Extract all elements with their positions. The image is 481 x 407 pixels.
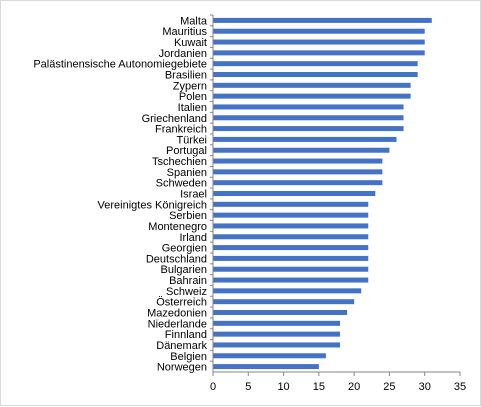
bar bbox=[213, 245, 369, 251]
bar bbox=[213, 353, 326, 359]
x-tick-label: 15 bbox=[313, 381, 325, 393]
bar bbox=[213, 115, 404, 121]
bar bbox=[213, 61, 418, 67]
bar bbox=[213, 212, 369, 218]
bar bbox=[213, 17, 432, 23]
category-label: Tschechien bbox=[152, 156, 207, 168]
category-label: Zypern bbox=[173, 80, 207, 92]
category-label: Kuwait bbox=[174, 37, 207, 49]
bar bbox=[213, 331, 341, 337]
category-label: Schweden bbox=[156, 178, 207, 190]
category-label: Jordanien bbox=[159, 48, 207, 60]
bar bbox=[213, 320, 341, 326]
x-tick-label: 35 bbox=[454, 381, 466, 393]
bar bbox=[213, 191, 376, 196]
bar bbox=[213, 180, 383, 186]
bar bbox=[213, 255, 369, 261]
x-tick-label: 10 bbox=[277, 381, 289, 393]
category-label: Mauritius bbox=[162, 26, 207, 38]
bar bbox=[213, 82, 411, 88]
bar bbox=[213, 266, 369, 272]
x-tick-label: 30 bbox=[419, 381, 431, 393]
x-tick-label: 20 bbox=[348, 381, 360, 393]
category-label: Serbien bbox=[169, 210, 207, 222]
category-label: Frankreich bbox=[155, 124, 207, 136]
bar bbox=[213, 201, 369, 207]
bar bbox=[213, 104, 404, 110]
x-tick-label: 5 bbox=[245, 381, 251, 393]
category-label: Brasilien bbox=[165, 70, 207, 82]
category-label: Italien bbox=[178, 102, 207, 114]
bar bbox=[213, 169, 383, 175]
bar bbox=[213, 50, 425, 56]
bar bbox=[213, 136, 397, 142]
bar bbox=[213, 310, 348, 315]
bar bbox=[213, 93, 411, 99]
category-label: Polen bbox=[179, 91, 207, 103]
category-label: Spanien bbox=[167, 167, 207, 179]
category-label: Bulgarien bbox=[161, 264, 207, 276]
bar bbox=[213, 288, 362, 294]
bar bbox=[213, 223, 369, 229]
category-label: Griechenland bbox=[142, 113, 207, 125]
bar bbox=[213, 147, 390, 153]
category-label: Norwegen bbox=[157, 362, 207, 374]
category-label: Niederlande bbox=[148, 318, 207, 330]
bar bbox=[213, 234, 369, 240]
category-label: Türkei bbox=[176, 134, 207, 146]
category-label: Irland bbox=[179, 232, 207, 244]
bar bbox=[213, 28, 425, 34]
bar bbox=[213, 39, 425, 45]
bar bbox=[213, 126, 404, 132]
category-label: Israel bbox=[180, 189, 207, 201]
category-label: Malta bbox=[180, 15, 208, 27]
category-label: Georgien bbox=[162, 243, 207, 255]
bar bbox=[213, 277, 369, 283]
bar bbox=[213, 158, 383, 164]
category-label: Belgien bbox=[170, 351, 207, 363]
bar bbox=[213, 342, 341, 348]
x-tick-label: 25 bbox=[383, 381, 395, 393]
category-label: Palästinensische Autonomiegebiete bbox=[33, 59, 207, 71]
category-label: Mazedonien bbox=[147, 308, 207, 320]
category-label: Bahrain bbox=[169, 275, 207, 287]
category-label: Montenegro bbox=[148, 221, 207, 233]
category-label: Dänemark bbox=[156, 340, 207, 352]
bar bbox=[213, 72, 418, 77]
category-label: Portugal bbox=[166, 145, 207, 157]
category-label: Schweiz bbox=[166, 286, 207, 298]
category-label: Finnland bbox=[165, 329, 207, 341]
category-label: Österreich bbox=[156, 297, 207, 309]
bar bbox=[213, 364, 319, 370]
x-tick-label: 0 bbox=[210, 381, 216, 393]
category-label: Vereinigtes Königreich bbox=[98, 199, 207, 211]
category-label: Deutschland bbox=[146, 253, 207, 265]
bar bbox=[213, 299, 355, 305]
